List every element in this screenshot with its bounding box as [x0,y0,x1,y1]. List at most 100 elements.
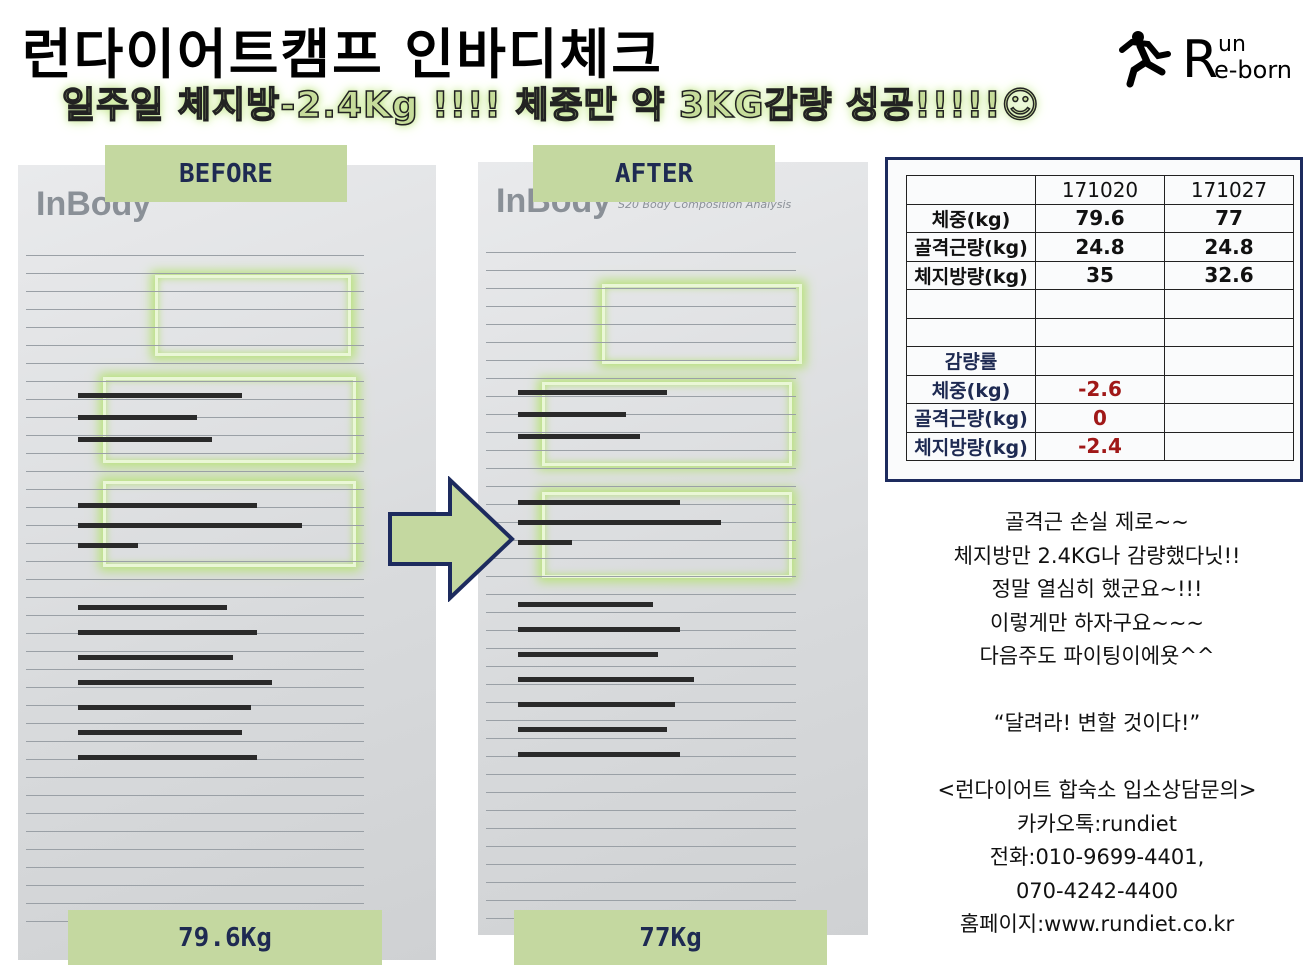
table-cell: -2.6 [1035,374,1165,404]
table-cell [1035,346,1165,376]
table-cell [1164,374,1294,404]
after-inbody-scan: InBody S20 Body Composition Analysis [478,162,868,935]
table-cell [906,289,1036,319]
scan-bar [518,540,572,545]
scan-line [26,795,364,796]
scan-line [486,864,796,865]
table-row [906,289,1294,319]
table-header-cell: 171027 [1164,175,1294,205]
scan-bar [78,393,242,398]
note-line: <런다이어트 합숙소 입소상담문의> [937,778,1257,802]
scan-line [26,381,364,382]
note-line: “달려라! 변할 것이다!” [993,711,1201,735]
table-row: 체중(kg) -2.6 [906,374,1294,404]
scan-line [26,309,364,310]
table-header-cell [906,175,1036,205]
scan-bar [78,655,233,660]
scan-line [486,432,796,433]
scan-bar [518,412,626,417]
scan-bar [518,520,721,525]
scan-bar [78,415,198,420]
table-row: 골격근량(kg) 0 [906,403,1294,433]
scan-line [486,648,796,649]
table-cell: -2.4 [1035,431,1165,461]
table-cell [1164,289,1294,319]
table-header-cell: 171020 [1035,175,1165,205]
scan-line [26,687,364,688]
scan-line [486,378,796,379]
comparison-table: 171020 171027 체중(kg) 79.6 77 골격근량(kg) 24.8 24.8… [906,175,1294,461]
scan-line [26,345,364,346]
scan-bar [78,605,227,610]
scan-line [26,291,364,292]
scan-line [26,885,364,886]
page-subtitle: 일주일 체지방-2.4Kg !!!! 체중만 약 3KG감량 성공!!!!!☺ [61,84,1041,127]
scan-bar [518,627,680,632]
scan-line [486,360,796,361]
before-weight-label: 79.6Kg [68,910,382,965]
scan-bar [78,523,302,528]
scan-bar [78,755,257,760]
table-header-row: 171020 171027 [906,175,1294,205]
table-cell: 체지방량(kg) [906,260,1036,290]
scan-line [26,831,364,832]
note-line [895,674,1299,708]
scan-line [486,900,796,901]
scan-line [26,471,364,472]
table-cell: 0 [1035,403,1165,433]
before-inbody-scan: InBody [18,165,436,960]
scan-line [26,543,364,544]
table-cell: 79.6 [1035,203,1165,233]
scan-line [486,738,796,739]
right-arrow-icon [388,476,515,602]
comparison-table-panel: 171020 171027 체중(kg) 79.6 77 골격근량(kg) 24.8 24.8… [885,157,1303,482]
scan-line [486,576,796,577]
scan-line [486,594,796,595]
table-row: 감량률 [906,346,1294,376]
scan-line [26,327,364,328]
scan-line [486,540,796,541]
run-reborn-logo: R un e-born [1118,28,1298,90]
scan-bar [78,630,257,635]
scan-bar [518,434,640,439]
table-cell: 35 [1035,260,1165,290]
scan-bar [78,680,272,685]
table-cell [1035,317,1165,347]
table-row: 체지방량(kg) -2.4 [906,431,1294,461]
scan-line [486,846,796,847]
note-line: 체지방만 2.4KG나 감량했다닛!! [953,543,1241,568]
scan-bar [518,652,659,657]
table-cell [906,317,1036,347]
note-line [895,741,1299,775]
scan-bar [518,602,653,607]
scan-line [26,489,364,490]
note-line: 070-4242-4400 [1015,878,1179,903]
table-cell: 32.6 [1164,260,1294,290]
note-line: 카카오톡:rundiet [1017,811,1177,836]
highlight-box [155,275,351,356]
scan-bar [78,730,242,735]
logo-letter: R [1182,30,1219,90]
table-row: 골격근량(kg) 24.8 24.8 [906,232,1294,262]
scan-bar [518,752,680,757]
table-cell: 체중(kg) [906,374,1036,404]
table-cell: 24.8 [1164,232,1294,262]
scan-line [26,813,364,814]
scan-line [26,363,364,364]
scan-line [26,579,364,580]
scan-line [486,810,796,811]
scan-line [486,450,796,451]
scan-line [486,396,796,397]
scan-line [26,903,364,904]
scan-bar [518,727,667,732]
note-line: 골격근 손실 제로~~ [1005,510,1189,534]
table-row: 체지방량(kg) 35 32.6 [906,260,1294,290]
scan-line [26,273,364,274]
table-cell [1164,346,1294,376]
scan-line [486,306,796,307]
scan-line [26,615,364,616]
table-cell [1164,317,1294,347]
running-man-icon [1119,31,1171,88]
scan-line [26,435,364,436]
scan-line [486,828,796,829]
